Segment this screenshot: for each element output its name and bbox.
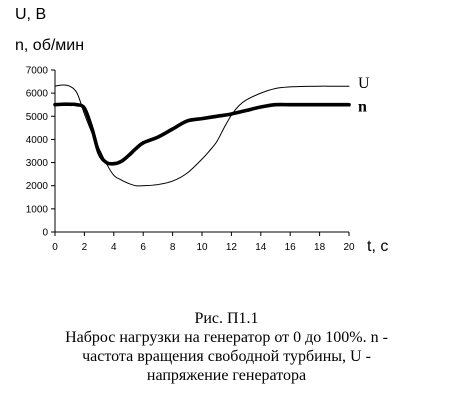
x-tick-label: 14 <box>255 242 267 253</box>
x-tick-label: 18 <box>314 242 326 253</box>
y-tick-label: 7000 <box>26 66 49 77</box>
x-tick-label: 20 <box>343 242 355 253</box>
caption-line-1: Наброс нагрузки на генератор от 0 до 100… <box>65 329 388 346</box>
series-line-n <box>53 102 351 166</box>
figure-caption: Рис. П1.1 Наброс нагрузки на генератор о… <box>0 309 453 385</box>
y-tick-label: 4000 <box>26 135 49 146</box>
caption-line-2: частота вращения свободной турбины, U - <box>82 348 371 365</box>
x-tick-label: 10 <box>196 242 208 253</box>
y-tick-label: 0 <box>42 228 48 239</box>
x-tick-label: 8 <box>170 242 176 253</box>
x-tick-label: 16 <box>285 242 297 253</box>
y-tick-label: 1000 <box>26 204 49 215</box>
y-tick-label: 6000 <box>26 89 49 100</box>
x-axis-label: t, c <box>367 238 388 255</box>
x-tick-label: 12 <box>226 242 238 253</box>
y-tick-label: 2000 <box>26 181 49 192</box>
x-tick-label: 0 <box>52 242 58 253</box>
series-line-U <box>54 84 350 187</box>
x-tick-label: 4 <box>111 242 117 253</box>
y-axis-label-voltage: U, B <box>15 6 47 23</box>
series-label-U: U <box>358 75 370 92</box>
caption-line-3: напряжение генератора <box>146 367 307 384</box>
series-label-n: n <box>358 99 367 116</box>
line-chart: 0 1000 2000 3000 4000 5000 6000 7000 0 2 4 6 8 10 12 14… <box>26 66 389 256</box>
caption-figure-number: Рис. П1.1 <box>194 310 259 327</box>
y-axis-label-speed: n, об/мин <box>15 37 85 54</box>
y-tick-label: 3000 <box>26 158 49 169</box>
x-tick-label: 2 <box>82 242 88 253</box>
y-tick-label: 5000 <box>26 112 49 123</box>
x-tick-label: 6 <box>140 242 146 253</box>
